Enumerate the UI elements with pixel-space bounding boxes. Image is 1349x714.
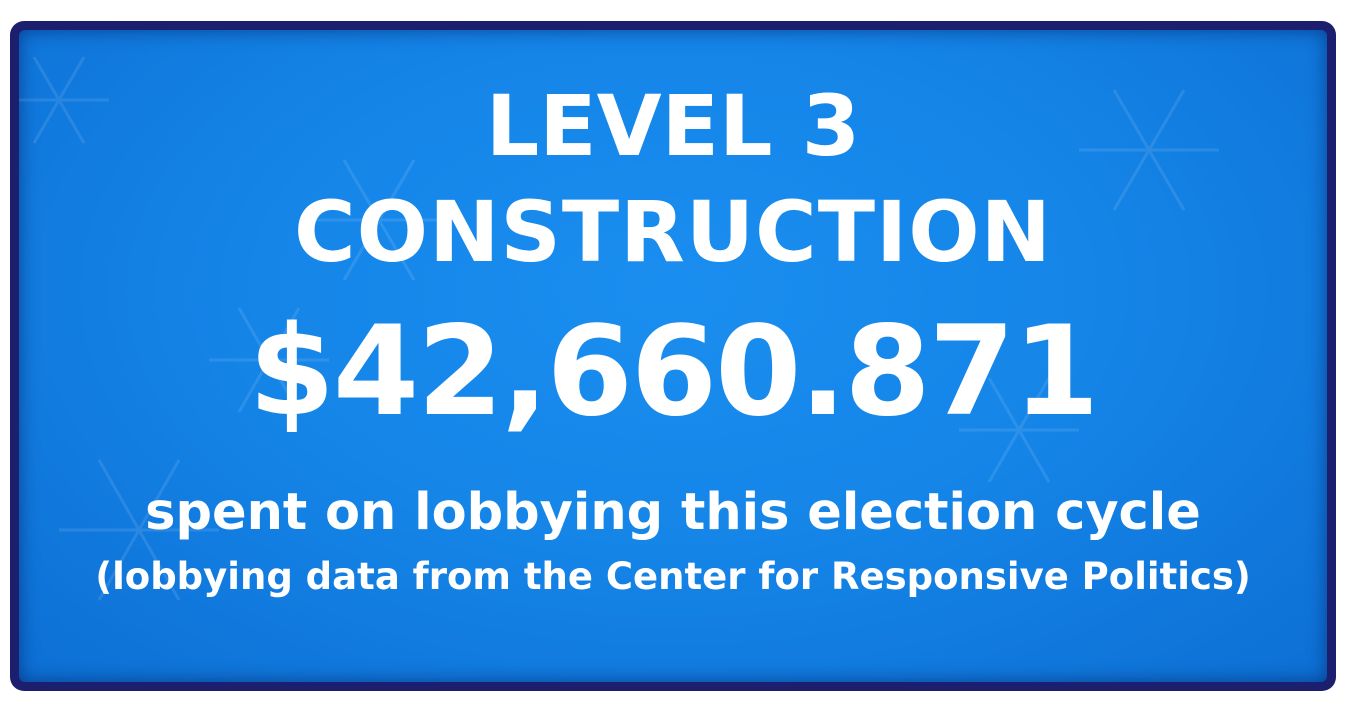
industry-title: CONSTRUCTION — [294, 183, 1052, 281]
info-card-border: LEVEL 3 CONSTRUCTION $42,660.871 spent o… — [10, 21, 1336, 691]
info-card: LEVEL 3 CONSTRUCTION $42,660.871 spent o… — [19, 30, 1327, 682]
data-source-note: (lobbying data from the Center for Respo… — [95, 555, 1251, 598]
level-title: LEVEL 3 — [485, 77, 861, 175]
amount-description: spent on lobbying this election cycle — [145, 483, 1201, 542]
snowflake-pattern-icon — [19, 56, 1219, 601]
lobbying-amount: $42,660.871 — [248, 300, 1100, 444]
